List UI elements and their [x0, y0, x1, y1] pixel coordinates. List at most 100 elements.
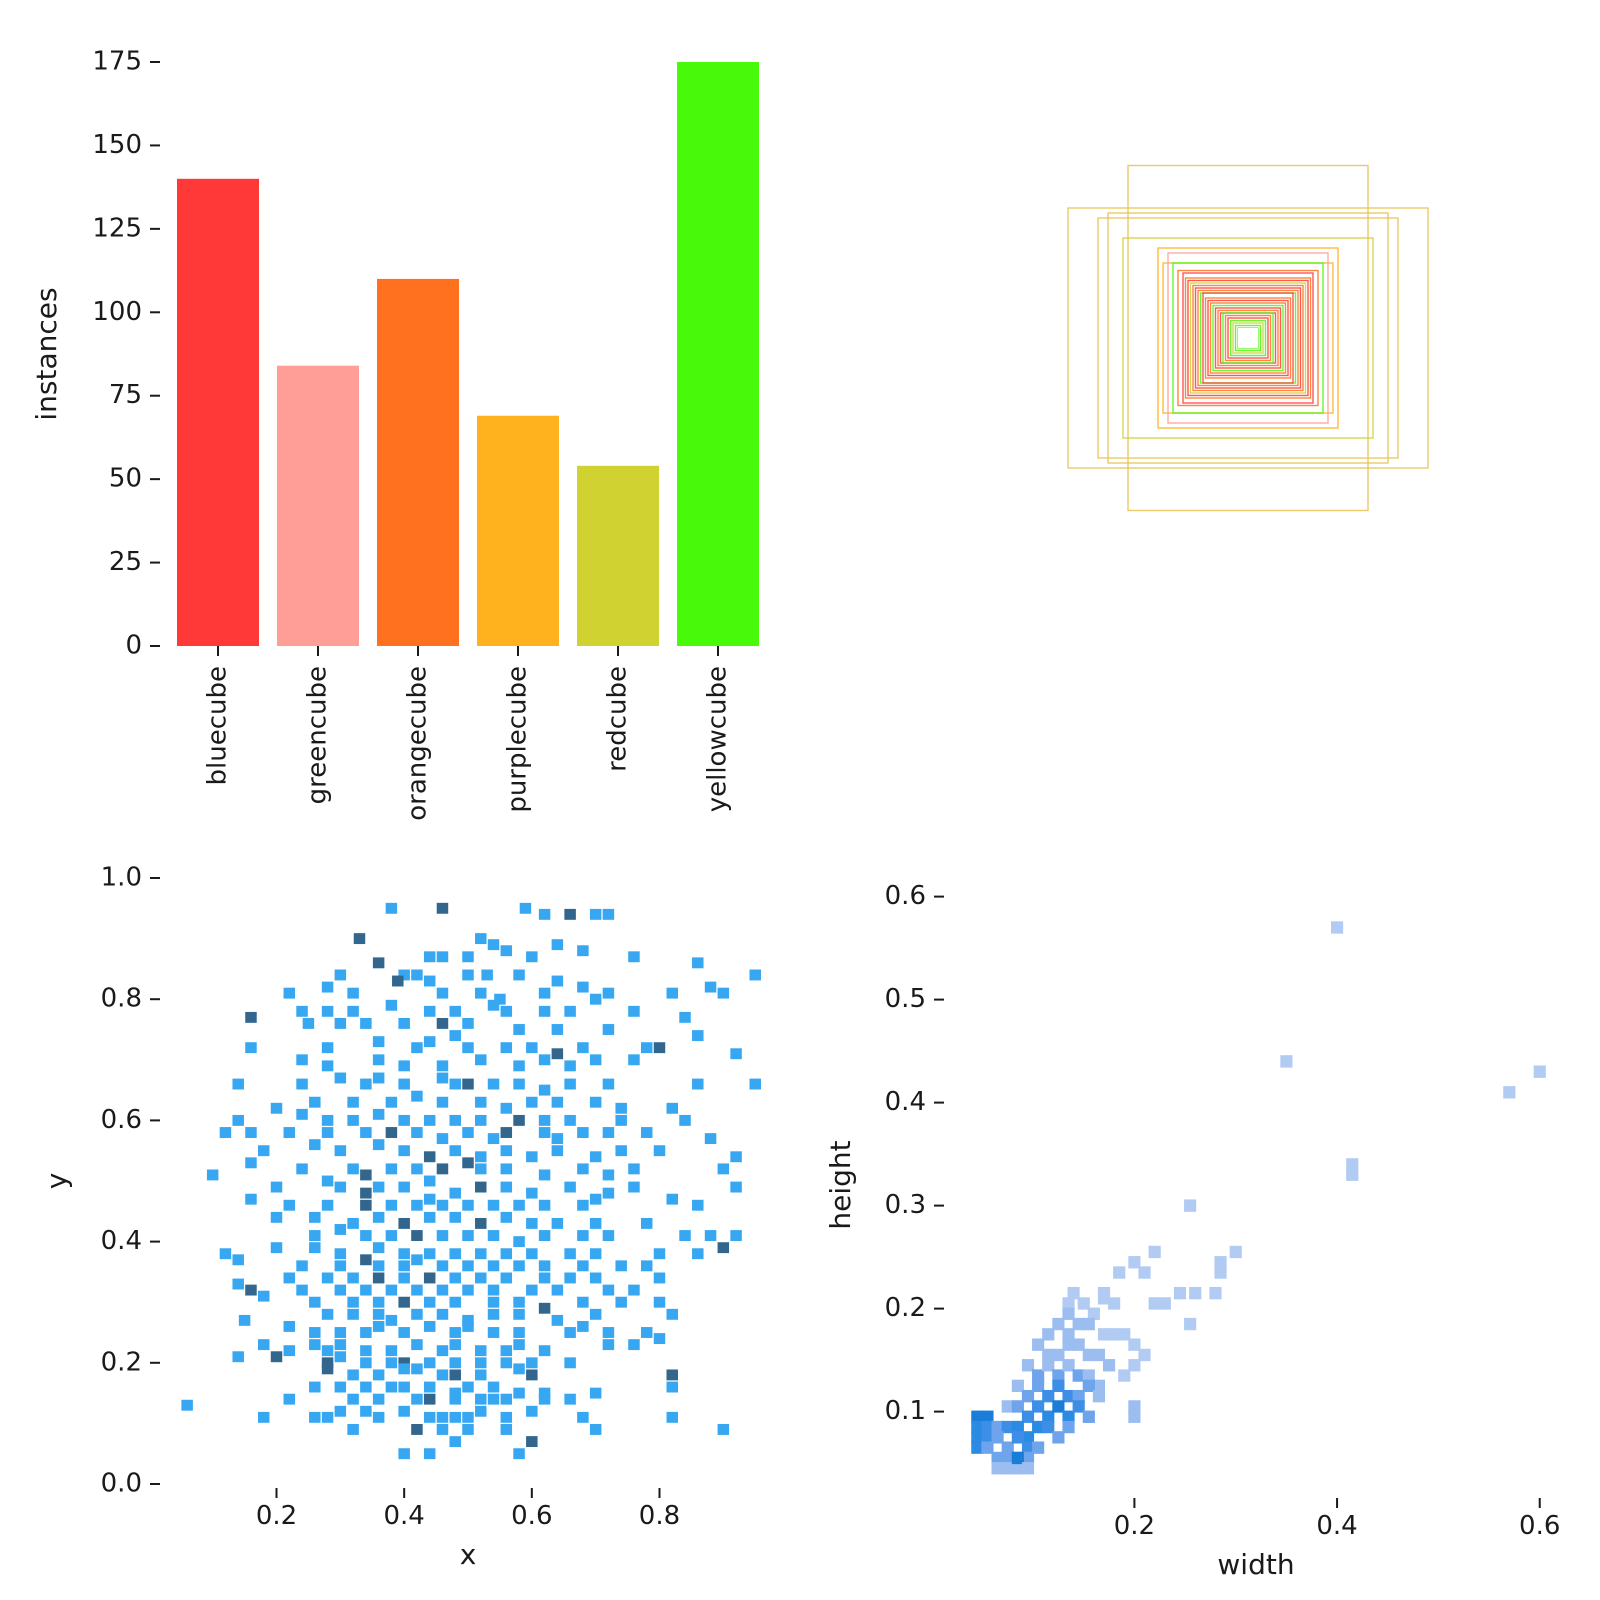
heatmap-cell [423, 1272, 436, 1284]
heatmap-cell [423, 975, 436, 987]
heatmap-cell [347, 1217, 359, 1229]
heatmap-cell [411, 1284, 423, 1296]
heatmap-cell [449, 1187, 461, 1199]
heatmap-cell [666, 1308, 678, 1320]
bounding-box-overlay [1067, 164, 1429, 512]
heatmap-cell [577, 1320, 589, 1332]
heatmap-cell [334, 1248, 347, 1260]
heatmap-cell [398, 1248, 410, 1260]
heatmap-cell [309, 1211, 321, 1223]
heatmap-cell [500, 1393, 513, 1405]
heatmap-cell [462, 1320, 474, 1332]
heatmap-cell [538, 1302, 551, 1314]
y-tick-label: 0.6 [101, 1105, 142, 1135]
heatmap-cell [372, 1320, 385, 1332]
heatmap-cell [360, 1254, 372, 1266]
heatmap-cell [1082, 1317, 1095, 1331]
x-tick-label: 0.4 [383, 1501, 424, 1531]
heatmap-cell [1092, 1348, 1106, 1362]
heatmap-cell [302, 1017, 315, 1029]
heatmap-cell [538, 1114, 551, 1126]
x-tick-label: 0.2 [256, 1501, 297, 1531]
heatmap-cell [500, 1357, 513, 1369]
heatmap-cell [449, 1145, 461, 1157]
heatmap-cell [245, 1011, 257, 1023]
heatmap-cell [372, 1242, 385, 1254]
heatmap-cell [1062, 1338, 1075, 1351]
heatmap-cell [423, 1005, 436, 1017]
heatmap-cell [640, 1260, 653, 1272]
heatmap-cell [411, 1090, 423, 1102]
y-tick-label: 0.1 [885, 1396, 926, 1426]
heatmap-cell [1052, 1431, 1065, 1444]
heatmap-cell [372, 1036, 385, 1048]
heatmap-cell [526, 1217, 538, 1229]
label-box [1067, 207, 1429, 469]
heatmap-cell [640, 1127, 653, 1138]
heatmap-cell [602, 1284, 615, 1296]
heatmap-cell [981, 1410, 994, 1423]
heatmap-cell [232, 1114, 244, 1126]
heatmap-cell [462, 1078, 474, 1090]
heatmap-cell [602, 1339, 615, 1351]
heatmap-cell [602, 1327, 615, 1338]
heatmap-cell [487, 1078, 500, 1090]
heatmap-cell [577, 1199, 589, 1211]
heatmap-cell [1062, 1410, 1075, 1423]
heatmap-cell [500, 1102, 513, 1114]
heatmap-cell [1021, 1441, 1035, 1454]
heatmap-cell [475, 1248, 487, 1260]
heatmap-cell [347, 1005, 359, 1017]
heatmap-cell [360, 1017, 372, 1029]
heatmap-cell [500, 1163, 513, 1175]
heatmap-cell [1052, 1369, 1065, 1382]
heatmap-cell [679, 1011, 691, 1023]
heatmap-cell [615, 1114, 627, 1126]
heatmap-cell [296, 1054, 308, 1066]
heatmap-cell [538, 1127, 551, 1138]
heatmap-cell [628, 1181, 640, 1193]
heatmap-cell [602, 1078, 615, 1090]
heatmap-cell [1082, 1410, 1095, 1423]
heatmap-cell [360, 1405, 372, 1417]
heatmap-cell [589, 1054, 602, 1066]
heatmap-cell [385, 1230, 398, 1241]
heatmap-cell [334, 1351, 347, 1363]
heatmap-cell [270, 1181, 283, 1193]
heatmap-cell [1082, 1369, 1095, 1382]
heatmap-cell [436, 1096, 449, 1108]
heatmap-cell [1128, 1400, 1141, 1413]
heatmap-cell [462, 1042, 474, 1054]
heatmap-cell [398, 1327, 410, 1338]
heatmap-cell [1503, 1086, 1516, 1099]
heatmap-cell [589, 1387, 602, 1399]
label-box [1202, 292, 1294, 384]
width-height-heatmap: 0.2 0.4 0.6 0.1 0.2 0.3 0.4 0.5 0.6 width height [824, 881, 1560, 1581]
x-axis-label: width [1217, 1548, 1294, 1581]
heatmap-cell [398, 1363, 410, 1375]
heatmap-cell [283, 1345, 296, 1357]
heatmap-cell [321, 1363, 334, 1375]
heatmap-cell [283, 1393, 296, 1405]
heatmap-cell [577, 1127, 589, 1138]
heatmap-cell [321, 1042, 334, 1054]
heatmap-cell [500, 1411, 513, 1423]
y-tick-label: 1.0 [101, 863, 142, 893]
heatmap-cell [398, 1357, 410, 1369]
heatmap-cell [449, 1005, 461, 1017]
heatmap-cell [1184, 1199, 1197, 1212]
heatmap-cell [971, 1420, 984, 1434]
heatmap-cell [462, 1284, 474, 1296]
heatmap-cell [717, 987, 730, 999]
heatmap-cell [372, 1393, 385, 1405]
heatmap-cell [1001, 1451, 1014, 1465]
heatmap-cell [589, 1096, 602, 1108]
heatmap-cell [462, 1411, 474, 1423]
x-tick-label: redcube [603, 666, 633, 772]
heatmap-cell [321, 1175, 334, 1187]
heatmap-cell [372, 1272, 385, 1284]
y-tick-label: 0.5 [885, 984, 926, 1014]
heatmap-cell [1067, 1286, 1080, 1300]
heatmap-cell [1118, 1328, 1131, 1341]
y-tick-label: 175 [92, 47, 142, 77]
